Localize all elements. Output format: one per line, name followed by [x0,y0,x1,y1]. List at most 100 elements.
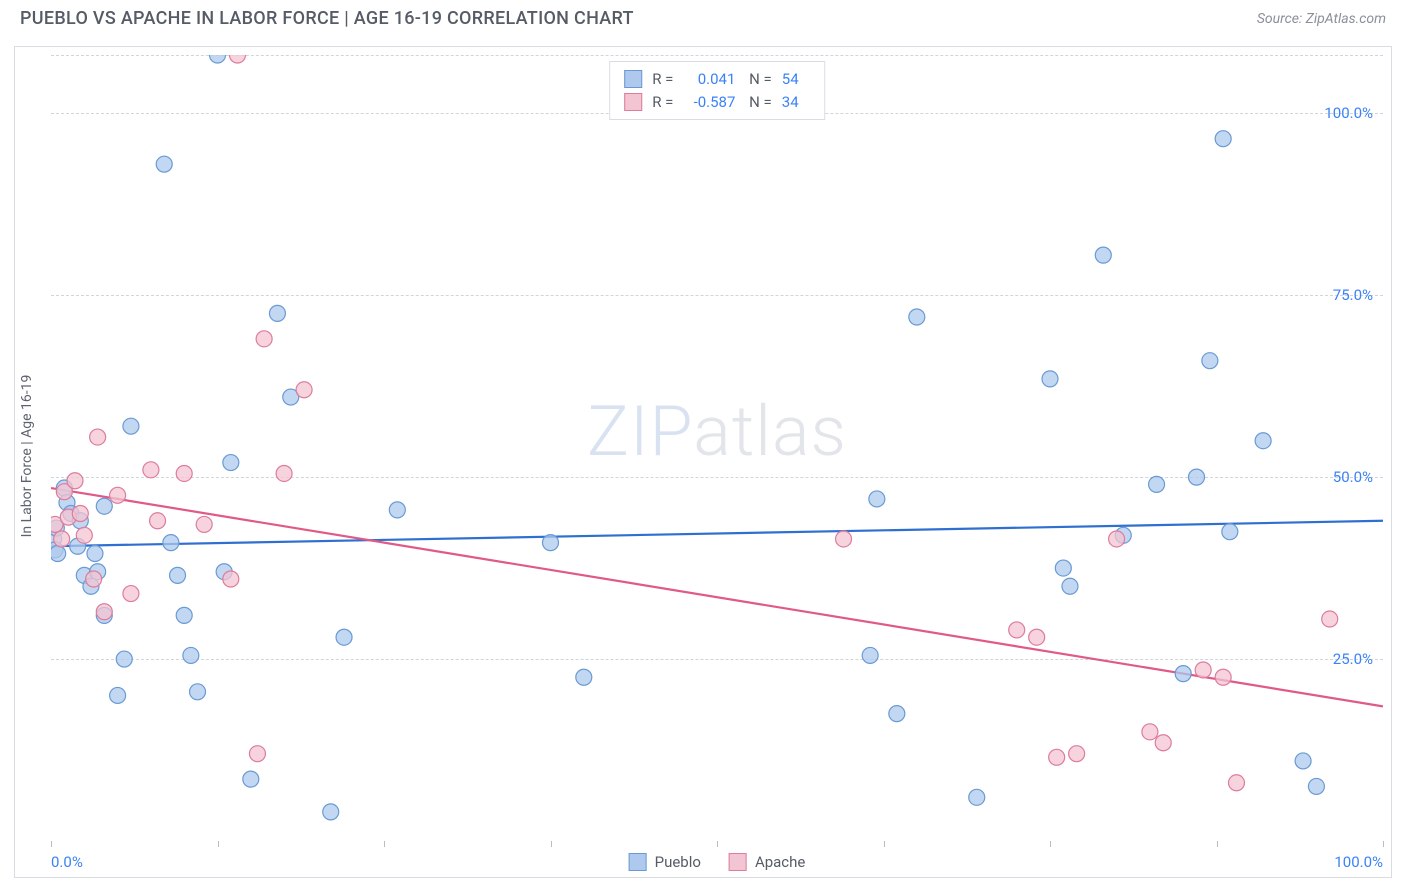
x-tick [384,841,385,847]
x-tick [51,841,52,847]
point-apache [223,571,239,587]
point-pueblo [1308,778,1324,794]
point-apache [76,527,92,543]
point-apache [176,465,192,481]
point-pueblo [1222,524,1238,540]
point-apache [256,331,272,347]
point-pueblo [190,684,206,700]
header: PUEBLO VS APACHE IN LABOR FORCE | AGE 16… [0,0,1406,33]
point-apache [296,382,312,398]
point-apache [1195,662,1211,678]
trend-line-pueblo [51,521,1383,546]
x-tick [1383,841,1384,847]
point-apache [1029,629,1045,645]
legend-label: Apache [755,853,805,871]
point-pueblo [1095,247,1111,263]
point-pueblo [183,647,199,663]
point-pueblo [243,771,259,787]
r-label: R = [652,91,673,114]
point-pueblo [1295,753,1311,769]
y-tick-label: 25.0% [1333,650,1373,668]
series-legend: Pueblo Apache [629,853,806,871]
legend-label: Pueblo [655,853,701,871]
point-pueblo [116,651,132,667]
point-apache [1069,746,1085,762]
point-apache [276,465,292,481]
r-value: 0.041 [683,68,735,91]
point-apache [123,586,139,602]
point-pueblo [889,706,905,722]
correlation-row-pueblo: R =0.041 N =54 [624,68,810,91]
point-pueblo [389,502,405,518]
point-apache [67,473,83,489]
chart-title: PUEBLO VS APACHE IN LABOR FORCE | AGE 16… [20,8,634,29]
point-pueblo [1149,476,1165,492]
point-pueblo [1189,469,1205,485]
x-label-min: 0.0% [51,853,83,871]
legend-item-pueblo: Pueblo [629,853,701,871]
y-tick-label: 50.0% [1333,468,1373,486]
point-pueblo [869,491,885,507]
point-apache [143,462,159,478]
scatter-svg [51,55,1383,841]
swatch-pueblo [629,853,647,871]
swatch-pueblo [624,70,642,88]
point-pueblo [543,535,559,551]
y-tick-label: 75.0% [1333,286,1373,304]
point-pueblo [96,498,112,514]
plot-area: In Labor Force | Age 16-19 ZIPatlas R =0… [51,55,1383,841]
point-pueblo [576,669,592,685]
n-value: 34 [782,91,810,114]
point-pueblo [969,789,985,805]
point-pueblo [1255,433,1271,449]
point-pueblo [336,629,352,645]
point-pueblo [210,55,226,63]
point-pueblo [51,546,66,562]
n-label: N = [745,91,771,114]
chart-container: In Labor Force | Age 16-19 ZIPatlas R =0… [14,46,1392,878]
point-pueblo [170,567,186,583]
point-pueblo [223,455,239,471]
point-pueblo [1202,353,1218,369]
y-axis-title: In Labor Force | Age 16-19 [19,375,35,538]
x-tick [551,841,552,847]
point-apache [150,513,166,529]
correlation-legend: R = 0.041 N = 54R = -0.587 N = 34 [609,61,825,120]
x-label-max: 100.0% [1334,853,1383,871]
point-apache [1155,735,1171,751]
point-pueblo [1175,666,1191,682]
point-apache [96,604,112,620]
point-apache [249,746,265,762]
swatch-apache [729,853,747,871]
point-apache [1215,669,1231,685]
point-apache [229,55,245,63]
r-value: -0.587 [683,91,735,114]
y-tick-label: 100.0% [1324,104,1373,122]
point-apache [1142,724,1158,740]
point-apache [836,531,852,547]
r-label: R = [652,68,673,91]
n-value: 54 [782,68,810,91]
x-tick [884,841,885,847]
point-apache [1009,622,1025,638]
point-pueblo [163,535,179,551]
point-pueblo [156,156,172,172]
point-apache [1322,611,1338,627]
point-apache [110,487,126,503]
point-pueblo [269,305,285,321]
point-pueblo [1055,560,1071,576]
point-pueblo [1215,131,1231,147]
x-tick [1050,841,1051,847]
point-apache [54,531,70,547]
point-pueblo [1062,578,1078,594]
point-pueblo [1042,371,1058,387]
point-apache [1109,531,1125,547]
source-attribution: Source: ZipAtlas.com [1257,11,1386,27]
point-apache [86,571,102,587]
point-pueblo [909,309,925,325]
point-apache [196,516,212,532]
correlation-row-apache: R = -0.587 N = 34 [624,91,810,114]
point-apache [1049,749,1065,765]
point-apache [1228,775,1244,791]
legend-item-apache: Apache [729,853,805,871]
